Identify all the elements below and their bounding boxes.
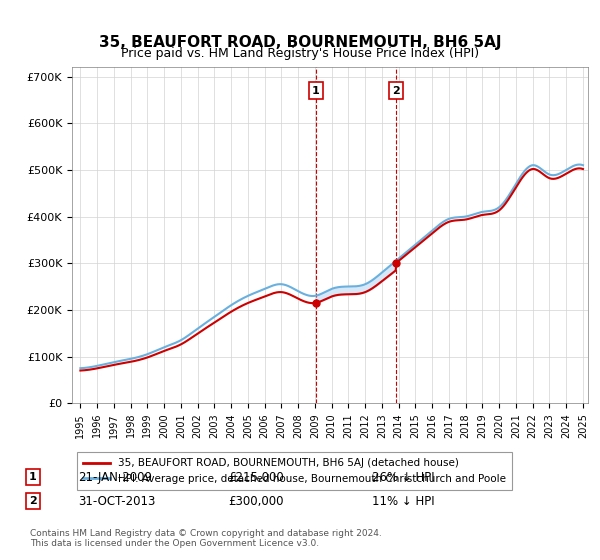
Text: 11% ↓ HPI: 11% ↓ HPI [372,494,434,508]
Text: 31-OCT-2013: 31-OCT-2013 [78,494,155,508]
Text: £300,000: £300,000 [228,494,284,508]
Legend: 35, BEAUFORT ROAD, BOURNEMOUTH, BH6 5AJ (detached house), HPI: Average price, de: 35, BEAUFORT ROAD, BOURNEMOUTH, BH6 5AJ … [77,452,512,490]
Text: 2: 2 [29,496,37,506]
Text: 35, BEAUFORT ROAD, BOURNEMOUTH, BH6 5AJ: 35, BEAUFORT ROAD, BOURNEMOUTH, BH6 5AJ [99,35,501,49]
Text: 2: 2 [392,86,400,96]
Text: 26% ↓ HPI: 26% ↓ HPI [372,470,434,484]
Text: Contains HM Land Registry data © Crown copyright and database right 2024.: Contains HM Land Registry data © Crown c… [30,529,382,538]
Text: Price paid vs. HM Land Registry's House Price Index (HPI): Price paid vs. HM Land Registry's House … [121,46,479,60]
Text: 21-JAN-2009: 21-JAN-2009 [78,470,152,484]
Text: This data is licensed under the Open Government Licence v3.0.: This data is licensed under the Open Gov… [30,539,319,548]
Text: 1: 1 [29,472,37,482]
Text: 1: 1 [312,86,320,96]
Text: £215,000: £215,000 [228,470,284,484]
